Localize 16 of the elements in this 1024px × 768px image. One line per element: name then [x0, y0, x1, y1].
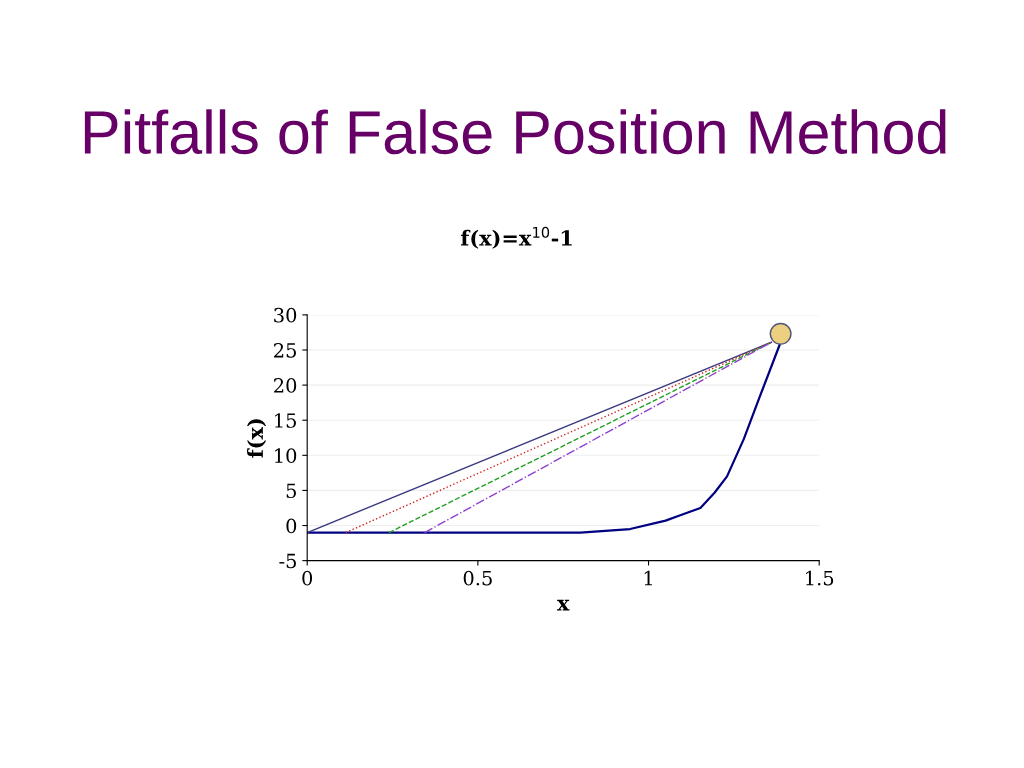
- y-tick-label: 15: [275, 413, 296, 428]
- x-tick-label: 1: [644, 570, 652, 586]
- x-axis-title: x: [556, 599, 570, 611]
- y-tick-label: 20: [274, 378, 297, 393]
- x-tick-label: 1.5: [806, 570, 834, 586]
- y-tick-label: 5: [286, 483, 296, 499]
- y-axis-title: f(x): [247, 419, 267, 458]
- y-tick-label: 10: [275, 448, 297, 463]
- y-tick-label: -5: [279, 553, 296, 569]
- chart-title: Pitfalls of False Position Method: [84, 109, 946, 155]
- y-tick-label: 30: [274, 307, 297, 323]
- chart-subtitle: f(x)=x$^{10}$-1: [460, 226, 572, 249]
- y-tick-label: 25: [274, 342, 296, 358]
- y-tick-label: 0: [286, 518, 297, 534]
- x-tick-label: 0: [302, 570, 313, 586]
- x-tick-label: 0.5: [463, 570, 492, 586]
